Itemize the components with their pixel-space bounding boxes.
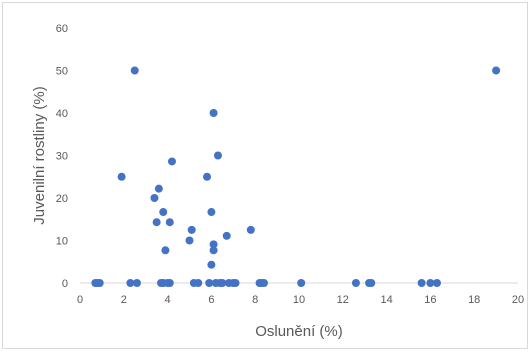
y-tick-label: 30 bbox=[56, 151, 68, 163]
x-tick-label: 0 bbox=[77, 294, 83, 306]
data-point bbox=[95, 279, 104, 287]
data-point bbox=[231, 279, 240, 287]
x-tick-label: 12 bbox=[337, 294, 349, 306]
data-point bbox=[167, 157, 176, 166]
data-point bbox=[218, 279, 227, 287]
data-point bbox=[161, 246, 170, 255]
data-point bbox=[194, 279, 203, 287]
data-point bbox=[154, 184, 163, 193]
x-axis-title: Oslunění (%) bbox=[255, 323, 343, 340]
data-point bbox=[207, 260, 216, 269]
data-point bbox=[187, 225, 196, 234]
data-point bbox=[209, 240, 218, 249]
data-point bbox=[165, 218, 174, 227]
data-point bbox=[117, 172, 126, 181]
data-point bbox=[297, 279, 306, 287]
data-point bbox=[259, 279, 268, 287]
y-tick-label: 40 bbox=[56, 108, 68, 120]
data-point bbox=[432, 279, 441, 287]
data-point bbox=[203, 172, 212, 181]
data-points bbox=[91, 66, 501, 287]
x-tick-label: 14 bbox=[380, 294, 392, 306]
y-tick-label: 60 bbox=[56, 23, 68, 35]
data-point bbox=[132, 279, 141, 287]
data-point bbox=[426, 279, 435, 287]
data-point bbox=[209, 246, 218, 255]
data-point bbox=[246, 225, 255, 234]
data-point bbox=[492, 66, 501, 75]
data-point bbox=[185, 236, 194, 245]
y-tick-label: 10 bbox=[56, 236, 68, 248]
x-tick-labels: 0 2 4 6 8 10 12 14 16 18 20 bbox=[77, 294, 524, 306]
x-tick-label: 6 bbox=[208, 294, 214, 306]
data-point bbox=[159, 208, 168, 217]
data-point bbox=[130, 66, 139, 75]
x-tick-label: 18 bbox=[468, 294, 480, 306]
x-tick-label: 16 bbox=[424, 294, 436, 306]
y-tick-label: 20 bbox=[56, 193, 68, 205]
x-tick-label: 2 bbox=[121, 294, 127, 306]
data-point bbox=[150, 194, 159, 202]
x-tick-label: 8 bbox=[252, 294, 258, 306]
data-point bbox=[222, 231, 231, 240]
data-point bbox=[165, 279, 174, 287]
data-point bbox=[351, 279, 360, 287]
x-tick-label: 20 bbox=[512, 294, 524, 306]
y-tick-label: 50 bbox=[56, 66, 68, 78]
data-point bbox=[417, 279, 426, 287]
y-tick-label: 0 bbox=[62, 278, 68, 290]
data-point bbox=[126, 279, 135, 287]
data-point bbox=[205, 279, 214, 287]
data-point bbox=[213, 151, 222, 160]
data-point bbox=[152, 218, 161, 227]
y-tick-labels: 0 10 20 30 40 50 60 bbox=[56, 23, 68, 290]
data-point bbox=[207, 208, 216, 217]
chart-frame bbox=[2, 2, 528, 349]
x-tick-label: 10 bbox=[293, 294, 305, 306]
data-point bbox=[209, 109, 218, 117]
data-point bbox=[367, 279, 376, 287]
x-tick-label: 4 bbox=[165, 294, 171, 306]
y-axis-title: Juvenilní rostliny (%) bbox=[31, 86, 48, 224]
